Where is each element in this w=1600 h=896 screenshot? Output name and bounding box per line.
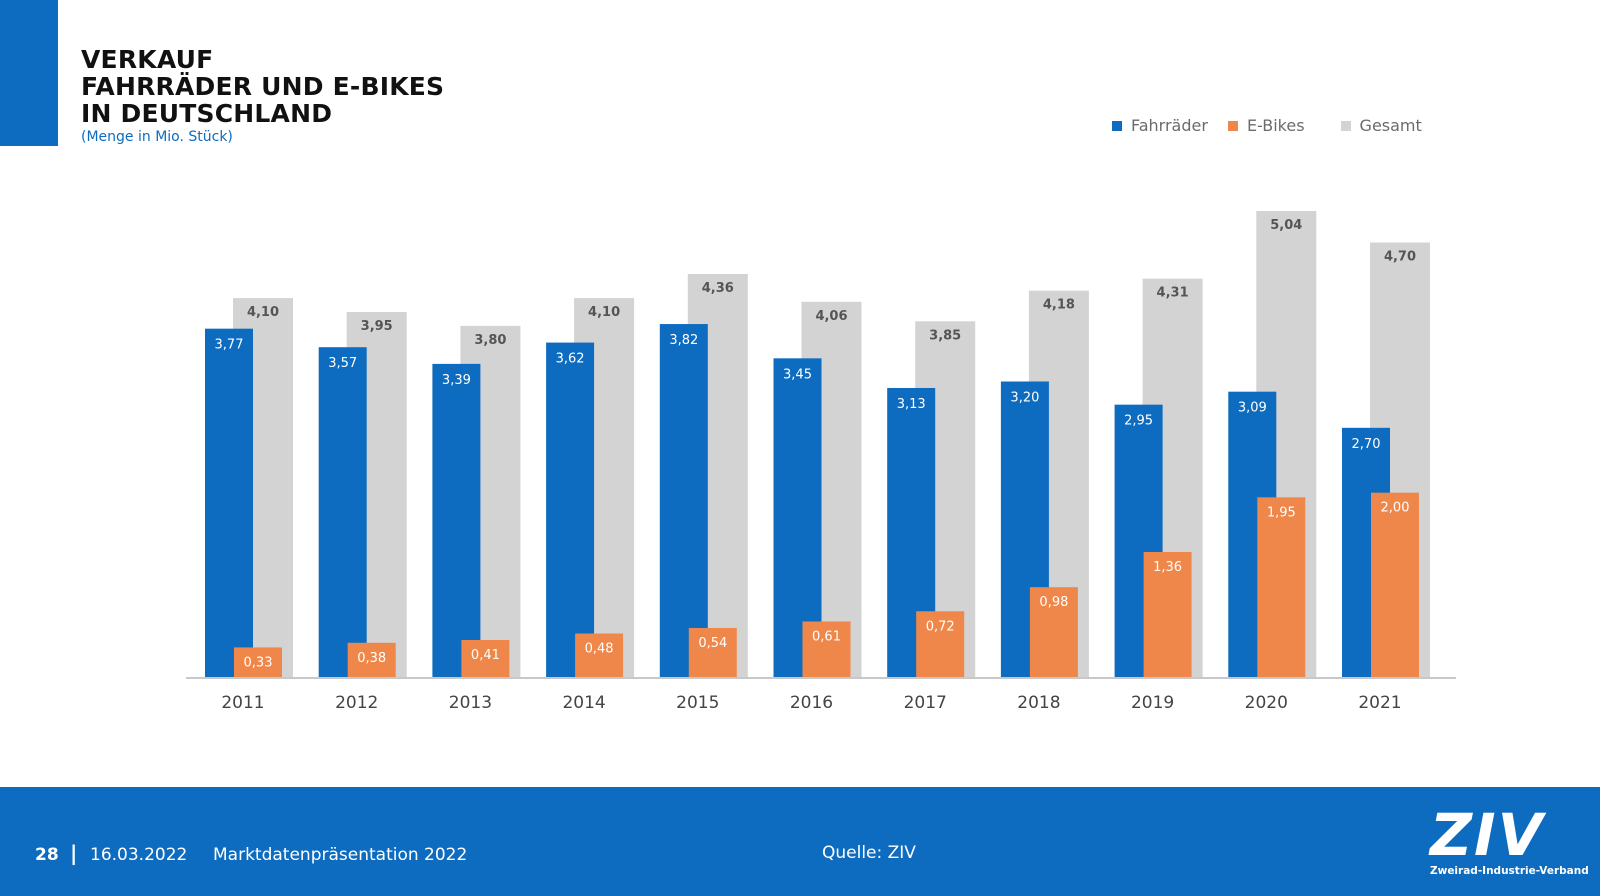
xtick-2014: 2014 [562, 693, 605, 713]
legend-swatch-gesamt [1340, 120, 1351, 131]
bar-ebikes-2011 [234, 647, 282, 678]
label-gesamt-2016: 4,06 [815, 309, 847, 324]
xtick-2018: 2018 [1017, 693, 1060, 713]
bar-ebikes-2012 [347, 642, 396, 678]
label-ebikes-2017: 0,72 [926, 619, 955, 634]
legend-swatch-ebikes [1227, 120, 1238, 131]
label-gesamt-2020: 5,04 [1270, 218, 1302, 233]
footer: 28 | 16.03.2022 Marktdatenpräsentation 2… [0, 787, 1600, 896]
label-fahrraeder-2017: 3,13 [897, 397, 926, 412]
label-gesamt-2012: 3,95 [361, 319, 393, 334]
chart-subtitle: (Menge in Mio. Stück) [81, 129, 233, 145]
xtick-2019: 2019 [1131, 693, 1174, 713]
xtick-2017: 2017 [904, 693, 947, 713]
label-gesamt-2011: 4,10 [247, 305, 279, 320]
label-ebikes-2019: 1,36 [1153, 560, 1182, 575]
label-gesamt-2014: 4,10 [588, 305, 620, 320]
label-fahrraeder-2015: 3,82 [669, 333, 698, 348]
label-ebikes-2011: 0,33 [244, 655, 273, 670]
label-gesamt-2019: 4,31 [1157, 286, 1189, 301]
label-fahrraeder-2020: 3,09 [1238, 401, 1267, 416]
footer-separator: | [70, 841, 78, 865]
xtick-2013: 2013 [449, 693, 492, 713]
legend-label-ebikes: E-Bikes [1246, 116, 1305, 135]
legend-item-ebikes: E-Bikes [1227, 116, 1305, 135]
title-line-1: VERKAUF [81, 45, 214, 74]
bar-ebikes-2013 [461, 640, 510, 678]
label-gesamt-2013: 3,80 [474, 333, 506, 348]
label-gesamt-2015: 4,36 [702, 281, 734, 296]
label-fahrraeder-2016: 3,45 [783, 367, 812, 382]
label-ebikes-2014: 0,48 [585, 642, 614, 657]
bar-ebikes-2017 [916, 611, 965, 678]
label-gesamt-2017: 3,85 [929, 328, 961, 343]
bar-ebikes-2021 [1371, 492, 1419, 678]
xtick-2012: 2012 [335, 693, 378, 713]
title-line-2: FAHRRÄDER UND E-BIKES [81, 72, 445, 101]
legend-label-fahrraeder: Fahrräder [1131, 116, 1208, 135]
title-line-3: IN DEUTSCHLAND [81, 99, 333, 128]
footer-date: 16.03.2022 [90, 845, 188, 865]
bar-fahrraeder-2013 [432, 363, 481, 678]
legend-label-gesamt: Gesamt [1359, 116, 1422, 135]
title-block: VERKAUF FAHRRÄDER UND E-BIKES IN DEUTSCH… [81, 46, 444, 145]
bar-fahrraeder-2015 [659, 324, 708, 678]
logo-text: ZIV [1430, 801, 1545, 869]
ziv-logo: ZIV Zweirad-Industrie-Verband [1430, 801, 1589, 885]
accent-bar [0, 0, 58, 146]
logo-subtitle: Zweirad-Industrie-Verband [1430, 865, 1589, 877]
label-gesamt-2021: 4,70 [1384, 250, 1416, 265]
page-number: 28 [35, 845, 59, 865]
xtick-2011: 2011 [221, 693, 264, 713]
label-ebikes-2013: 0,41 [471, 648, 500, 663]
label-ebikes-2012: 0,38 [357, 651, 386, 666]
bar-ebikes-2015 [688, 627, 737, 678]
bar-ebikes-2018 [1029, 587, 1078, 678]
chart-legend: Fahrräder E-Bikes Gesamt [1112, 116, 1442, 135]
xtick-2020: 2020 [1245, 693, 1288, 713]
label-fahrraeder-2014: 3,62 [556, 352, 585, 367]
label-gesamt-2018: 4,18 [1043, 298, 1075, 313]
label-ebikes-2018: 0,98 [1039, 595, 1068, 610]
xtick-2015: 2015 [676, 693, 719, 713]
bar-chart: 4,10 3,77 0,33 2011 3,95 3,57 0,38 2012 3,80 3,39… [186, 211, 1456, 713]
footer-source: Quelle: ZIV [822, 843, 916, 863]
bar-ebikes-2014 [575, 633, 624, 678]
label-ebikes-2021: 2,00 [1381, 501, 1410, 516]
legend-swatch-fahrraeder [1112, 120, 1122, 131]
xtick-2016: 2016 [790, 693, 833, 713]
label-fahrraeder-2013: 3,39 [442, 373, 471, 388]
label-ebikes-2015: 0,54 [698, 636, 727, 651]
bar-fahrraeder-2014 [546, 342, 595, 678]
bar-ebikes-2019 [1143, 551, 1192, 678]
label-fahrraeder-2021: 2,70 [1352, 437, 1381, 452]
bar-ebikes-2016 [802, 621, 851, 678]
legend-item-fahrraeder: Fahrräder [1112, 116, 1208, 135]
xtick-2021: 2021 [1358, 693, 1401, 713]
bar-ebikes-2020 [1257, 497, 1306, 678]
label-fahrraeder-2019: 2,95 [1124, 414, 1153, 429]
label-fahrraeder-2012: 3,57 [328, 356, 357, 371]
legend-item-gesamt: Gesamt [1340, 116, 1422, 135]
label-ebikes-2020: 1,95 [1267, 505, 1296, 520]
label-ebikes-2016: 0,61 [812, 629, 841, 644]
label-fahrraeder-2018: 3,20 [1010, 390, 1039, 405]
footer-doc-title: Marktdatenpräsentation 2022 [213, 845, 468, 865]
bar-fahrraeder-2012 [318, 347, 367, 678]
bar-fahrraeder-2011 [205, 328, 253, 678]
label-fahrraeder-2011: 3,77 [215, 338, 244, 353]
